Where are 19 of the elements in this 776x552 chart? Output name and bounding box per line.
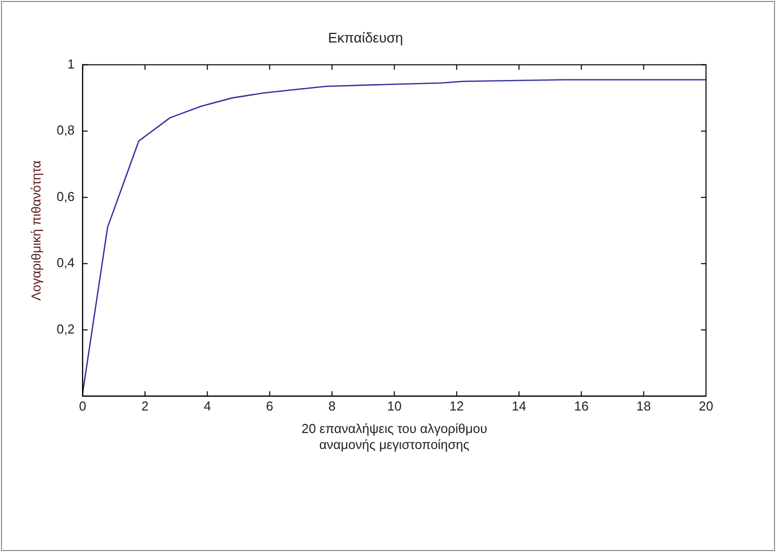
x-tick-label: 14 (512, 398, 526, 414)
x-tick-label: 10 (387, 398, 402, 414)
y-tick-label: 0,8 (56, 122, 75, 138)
chart-title: Εκπαίδευση (328, 29, 404, 46)
x-tick-label: 0 (79, 398, 86, 414)
x-tick-label: 16 (574, 398, 589, 414)
y-tick-label: 0,4 (56, 255, 75, 270)
x-tick-label: 6 (266, 398, 274, 414)
y-tick-label: 1 (67, 56, 75, 72)
x-tick-label: 4 (204, 398, 211, 414)
x-tick-label: 12 (449, 398, 464, 414)
x-tick-label: 18 (636, 398, 651, 414)
x-tick-label: 20 (698, 398, 714, 414)
y-axis-title: Λογαριθμική πιθανότητα (28, 160, 44, 301)
y-tick-label: 0,6 (56, 188, 75, 204)
x-tick-label: 8 (328, 398, 336, 414)
y-tick-label: 0,2 (56, 322, 75, 336)
x-axis-title: 20 επαναλήψεις του αλγορίθμου αναμονής μεγιστοποίησης (301, 421, 488, 452)
x-tick-label: 2 (141, 398, 149, 414)
